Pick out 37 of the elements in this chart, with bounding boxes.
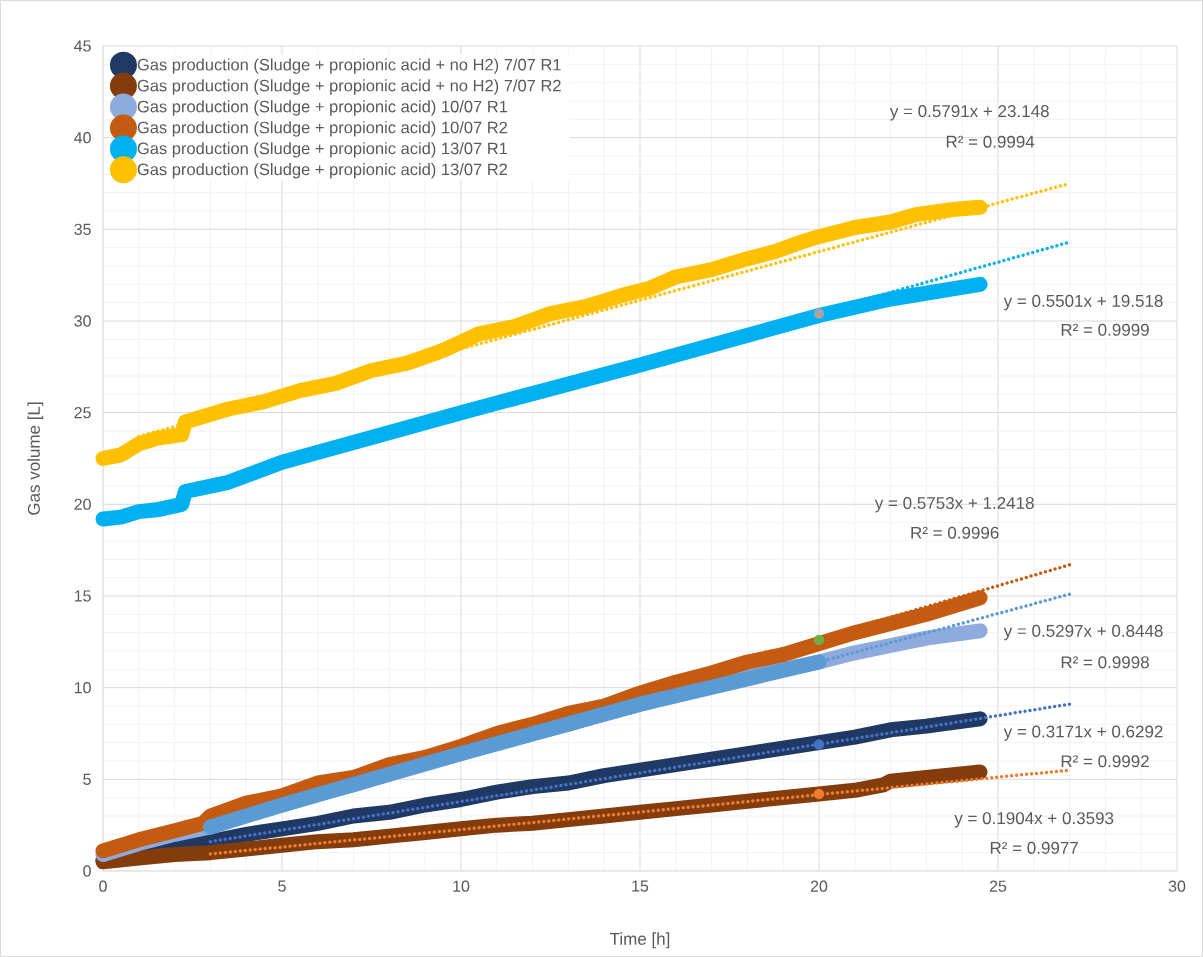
x-tick-label: 0 (99, 880, 107, 892)
x-tick-label: 10 (453, 880, 470, 892)
y-tick-label: 40 (74, 131, 91, 144)
annotation: R² = 0.9999 (1061, 323, 1149, 336)
legend-label: Gas production (Sludge + propionic acid) 13/07 R1 (137, 142, 508, 158)
y-tick-label: 30 (74, 315, 91, 327)
annotation: R² = 0.9998 (1061, 656, 1149, 669)
y-tick-label: 25 (74, 406, 91, 419)
x-tick-label: 5 (278, 880, 286, 892)
y-tick-label: 0 (83, 865, 91, 877)
y-tick-label: 35 (74, 223, 91, 235)
legend-label: Gas production (Sludge + propionic acid + no H2) 7/07 R1 (137, 58, 561, 74)
annotation: R² = 0.9994 (946, 135, 1035, 148)
y-tick-label: 5 (83, 773, 91, 785)
annotation: y = 0.3171x + 0.6292 (1003, 725, 1163, 741)
annotation: y = 0.5791x + 23.148 (889, 105, 1049, 121)
y-tick-label: 10 (74, 681, 91, 694)
y-tick-label: 15 (74, 590, 91, 602)
y-axis-title: Gas volume [L] (27, 402, 44, 515)
legend-label: Gas production (Sludge + propionic acid + no H2) 7/07 R2 (137, 79, 561, 95)
y-tick-label: 20 (74, 498, 91, 510)
annotation: R² = 0.9977 (990, 841, 1078, 854)
annotation: y = 0.5297x + 0.8448 (1003, 624, 1163, 641)
legend-label: Gas production (Sludge + propionic acid) 10/07 R1 (137, 100, 508, 116)
x-tick-label: 30 (1168, 880, 1186, 892)
annotation: y = 0.5753x + 1.2418 (874, 496, 1034, 513)
legend-label: Gas production (Sludge + propionic acid) 13/07 R2 (137, 163, 508, 179)
x-tick-label: 20 (810, 880, 828, 892)
annotation: y = 0.5501x + 19.518 (1003, 294, 1163, 311)
y-tick-label: 45 (74, 40, 91, 52)
annotation: R² = 0.9996 (911, 526, 999, 539)
x-tick-label: 15 (632, 880, 649, 892)
x-axis-title: Time [h] (609, 932, 670, 949)
x-tick-label: 25 (989, 880, 1007, 892)
annotation: R² = 0.9992 (1061, 755, 1149, 768)
legend-label: Gas production (Sludge + propionic acid) 10/07 R2 (137, 121, 508, 137)
annotation: y = 0.1904x + 0.3593 (954, 812, 1114, 828)
